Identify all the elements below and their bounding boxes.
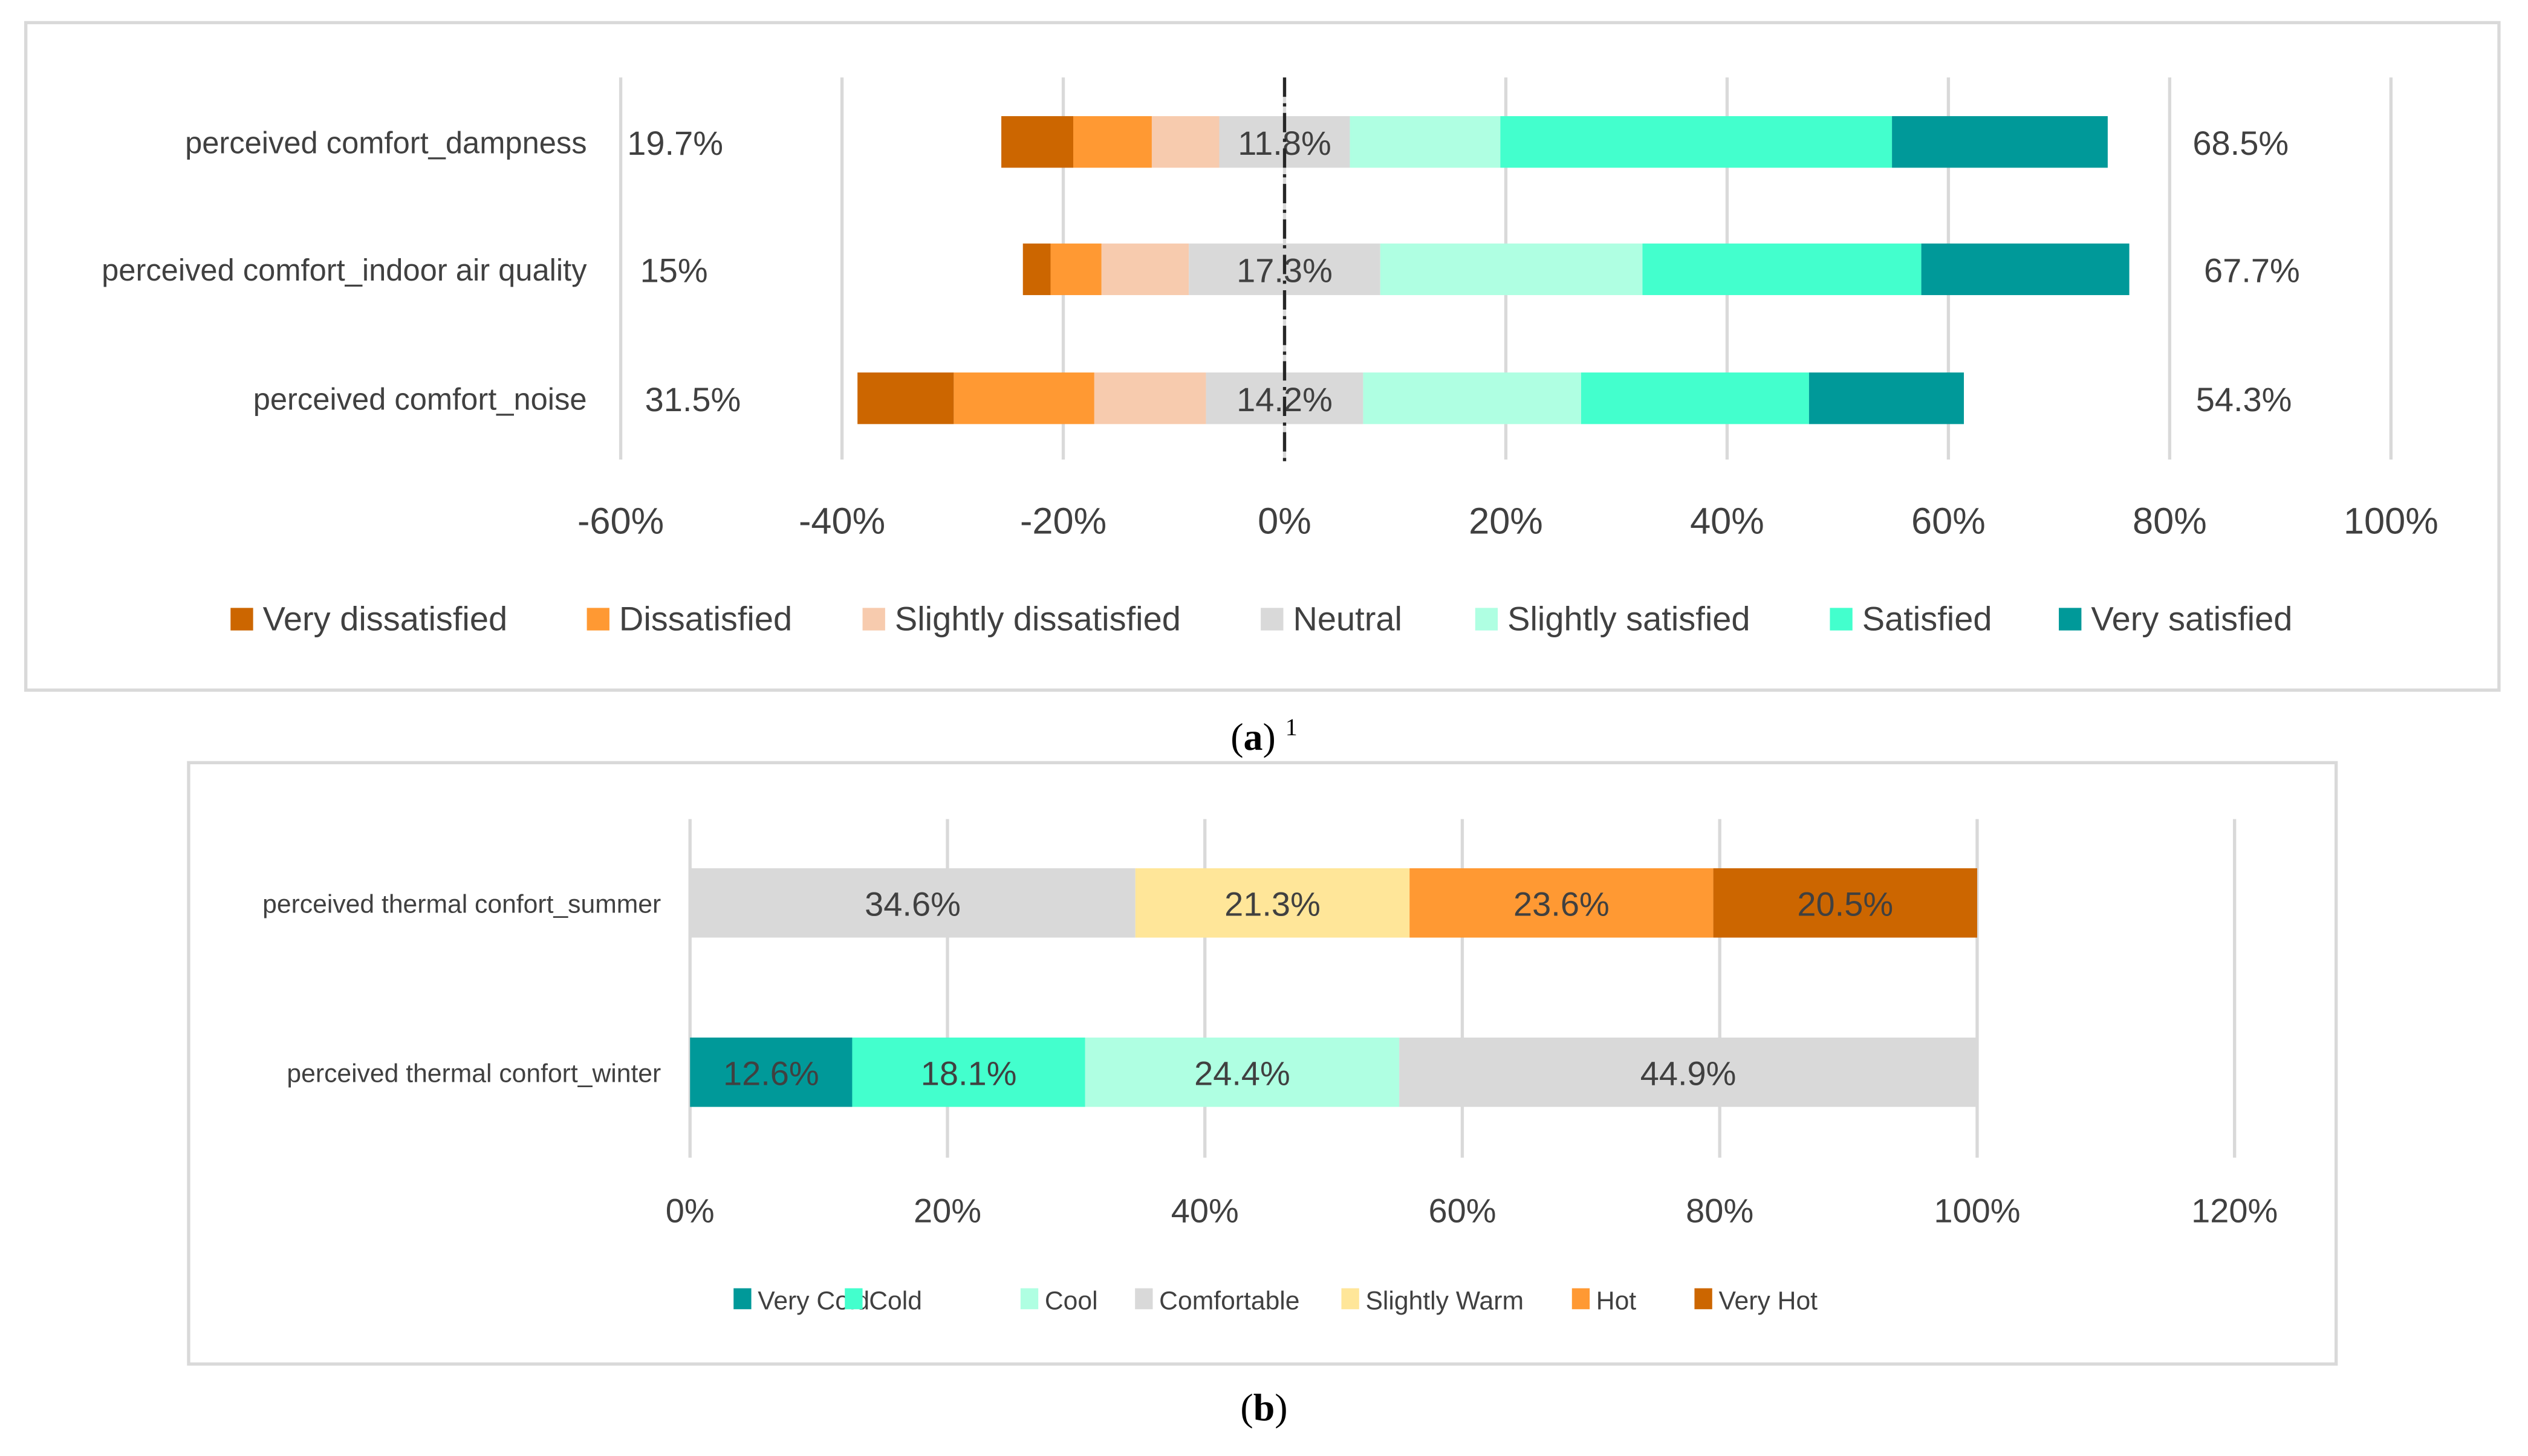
satisfied-total-label: 54.3% xyxy=(2196,380,2292,418)
bar-segment-very-satisfied xyxy=(1808,372,1964,424)
bar-segment-satisfied xyxy=(1581,372,1809,424)
x-tick-label: 80% xyxy=(1686,1191,1753,1229)
bar-segment-very-satisfied xyxy=(1921,243,2130,296)
x-tick-label: 0% xyxy=(666,1191,715,1229)
legend-swatch xyxy=(733,1288,752,1310)
dissatisfied-total-label: 15% xyxy=(640,252,708,290)
bar-segment-very-hot xyxy=(1713,868,1977,938)
legend-swatch xyxy=(1571,1288,1590,1310)
satisfied-total-label: 67.7% xyxy=(2204,252,2300,290)
x-tick-label: 120% xyxy=(2191,1191,2278,1229)
legend-item: Comfortable xyxy=(1159,1286,1299,1315)
bar-segment-dissatisfied xyxy=(1050,243,1102,296)
legend-swatch xyxy=(230,608,253,631)
x-tick-label: 100% xyxy=(1934,1191,2020,1229)
data-label: 20.5% xyxy=(1797,885,1893,923)
dissatisfied-total-label: 31.5% xyxy=(645,380,741,418)
legend-item: Satisfied xyxy=(1862,600,1992,638)
bar-segment-slightly-satisfied xyxy=(1380,243,1643,296)
x-tick-label: -40% xyxy=(799,500,885,542)
data-label: 34.6% xyxy=(865,885,961,923)
data-label: 21.3% xyxy=(1224,885,1321,923)
chart-a: -60% -40% -20% 0% 20% 40% 60% 80% 100% perceived … xyxy=(102,77,2439,638)
category-label: perceived comfort_indoor air quality xyxy=(102,253,587,287)
data-label: 12.6% xyxy=(723,1055,819,1093)
bar-segment-comfortable xyxy=(690,868,1136,938)
category-label: perceived thermal confort_winter xyxy=(287,1059,661,1088)
caption-a-note: 1 xyxy=(1285,713,1298,741)
bar-segment-slightly-satisfied xyxy=(1350,116,1501,168)
bar-segment-very-dissatisfied xyxy=(1001,116,1073,168)
bar-segment-comfortable xyxy=(1399,1037,1977,1107)
x-tick-label: 40% xyxy=(1690,500,1764,542)
bar-segment-hot xyxy=(1409,868,1714,938)
data-label: 23.6% xyxy=(1513,885,1610,923)
legend-swatch xyxy=(1694,1288,1712,1310)
legend-item: Slightly Warm xyxy=(1365,1286,1524,1315)
caption-a-letter: a xyxy=(1244,715,1263,758)
data-label: 24.4% xyxy=(1194,1055,1290,1093)
legend-swatch xyxy=(1261,608,1284,631)
bar-segment-cold xyxy=(852,1037,1085,1107)
legend-item: Slightly dissatisfied xyxy=(895,600,1181,638)
bar-segment-cool xyxy=(1085,1037,1400,1107)
x-tick-label: 0% xyxy=(1258,500,1311,542)
x-tick-label: 20% xyxy=(1469,500,1543,542)
caption-a: (a) 1 xyxy=(1230,713,1298,758)
x-tick-label: 80% xyxy=(2133,500,2207,542)
x-tick-label: 60% xyxy=(1428,1191,1496,1229)
legend-item: Very dissatisfied xyxy=(263,600,508,638)
x-tick-label: 100% xyxy=(2344,500,2439,542)
legend-swatch xyxy=(862,608,885,631)
legend-swatch xyxy=(587,608,609,631)
legend-item: Very Hot xyxy=(1718,1286,1818,1315)
bar-segment-slightly-dissatisfied xyxy=(1101,243,1189,296)
dissatisfied-total-label: 19.7% xyxy=(627,124,723,162)
bar-segment-very-cold xyxy=(690,1037,853,1107)
category-label: perceived thermal confort_summer xyxy=(262,889,661,918)
bar-segment-slightly-dissatisfied xyxy=(1151,116,1220,168)
bar-segment-slightly-warm xyxy=(1135,868,1410,938)
legend-swatch xyxy=(1135,1288,1153,1310)
bar-segment-satisfied xyxy=(1500,116,1893,168)
legend-item: Slightly satisfied xyxy=(1507,600,1750,638)
legend-swatch xyxy=(845,1288,863,1310)
legend-item: Neutral xyxy=(1293,600,1402,638)
satisfied-total-label: 68.5% xyxy=(2192,124,2289,162)
x-tick-label: 20% xyxy=(914,1191,981,1229)
legend-swatch xyxy=(1830,608,1853,631)
bar-segment-very-satisfied xyxy=(1892,116,2108,168)
bar-segment-dissatisfied xyxy=(1073,116,1152,168)
caption-b: (b) xyxy=(1240,1386,1287,1429)
bar-segment-dissatisfied xyxy=(954,372,1094,424)
x-tick-label: 60% xyxy=(1911,500,1986,542)
bar-segment-satisfied xyxy=(1642,243,1922,296)
legend-item: Hot xyxy=(1596,1286,1637,1315)
caption-b-letter: b xyxy=(1253,1386,1275,1429)
bar-segment-very-dissatisfied xyxy=(1022,243,1051,296)
chart-b: 0% 20% 40% 60% 80% 100% 120% perceived thermal … xyxy=(262,819,2278,1315)
x-tick-label: -20% xyxy=(1020,500,1106,542)
legend-item: Dissatisfied xyxy=(619,600,792,638)
bar-segment-very-dissatisfied xyxy=(857,372,954,424)
legend-swatch xyxy=(1475,608,1498,631)
x-tick-label: 40% xyxy=(1171,1191,1239,1229)
bar-segment-slightly-satisfied xyxy=(1363,372,1581,424)
data-label: 44.9% xyxy=(1640,1055,1737,1093)
category-label: perceived comfort_dampness xyxy=(185,125,587,160)
legend-item: Cold xyxy=(869,1286,922,1315)
x-tick-label: -60% xyxy=(577,500,664,542)
legend-item: Very satisfied xyxy=(2091,600,2292,638)
bar-segment-slightly-dissatisfied xyxy=(1094,372,1206,424)
legend-swatch xyxy=(2059,608,2082,631)
legend-swatch xyxy=(1020,1288,1039,1310)
legend-item: Cool xyxy=(1045,1286,1098,1315)
category-label: perceived comfort_noise xyxy=(253,382,587,416)
legend-swatch xyxy=(1341,1288,1359,1310)
data-label: 18.1% xyxy=(921,1055,1017,1093)
